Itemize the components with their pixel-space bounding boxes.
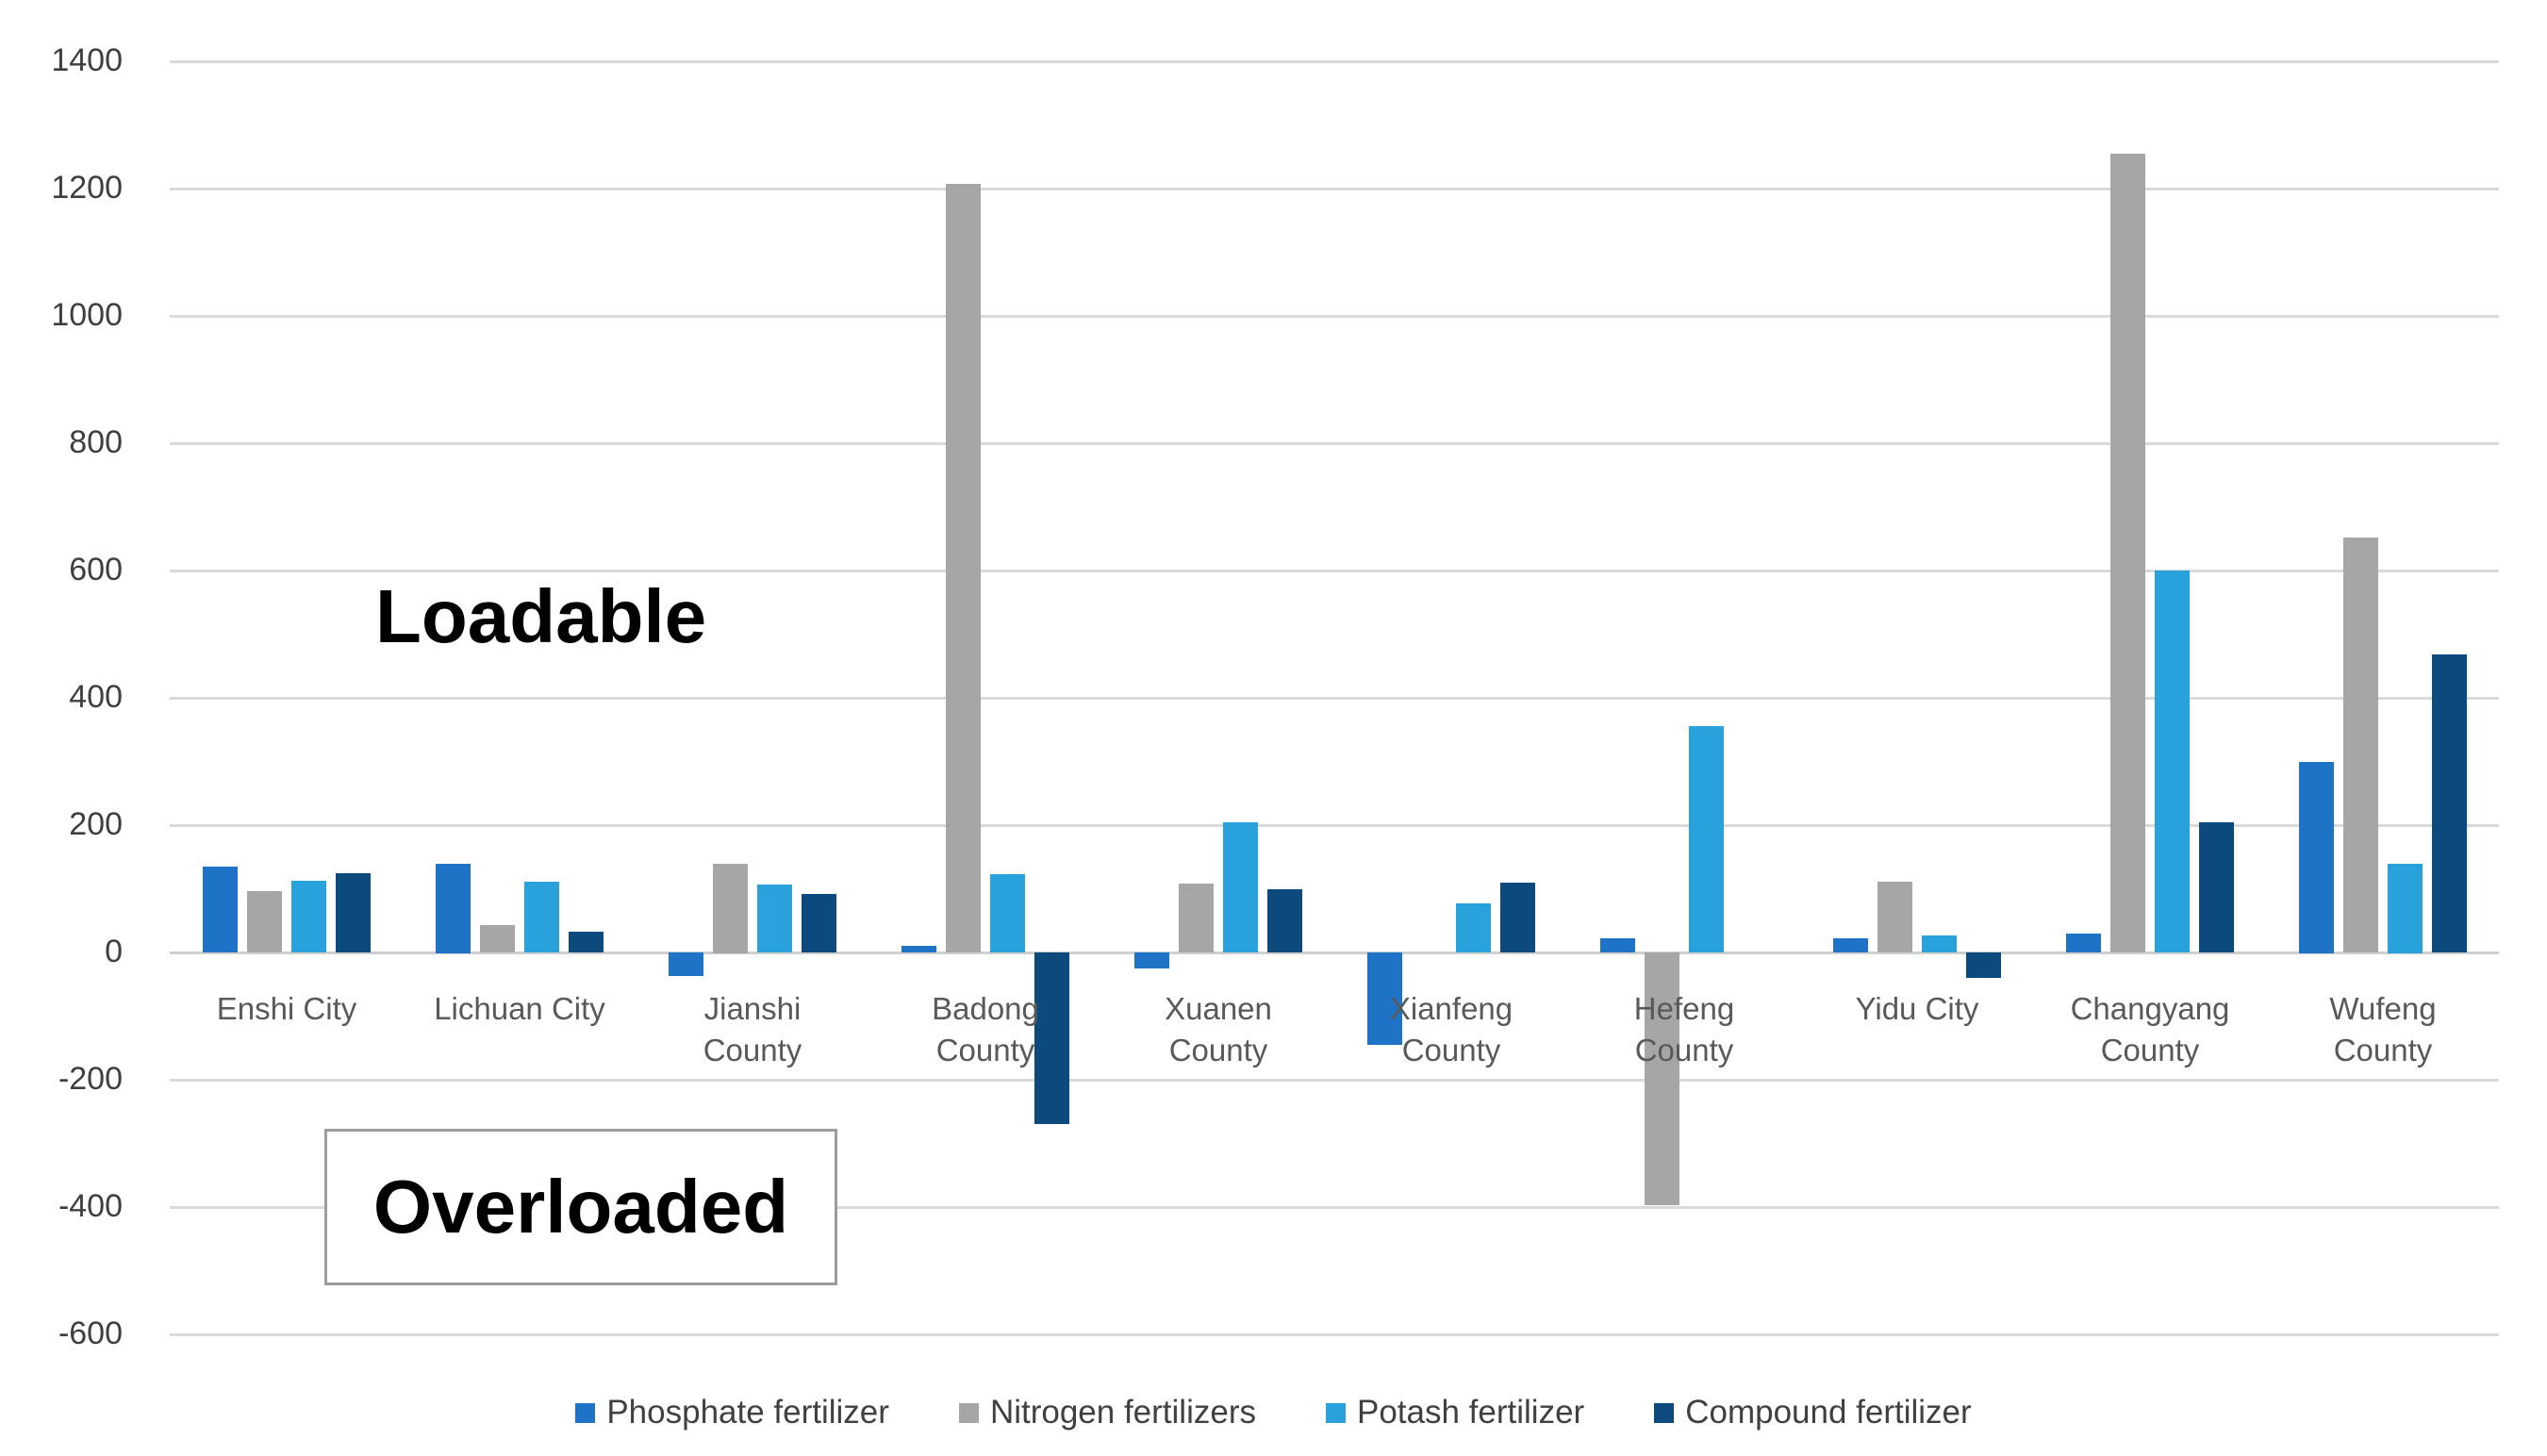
y-tick-label: -600 xyxy=(58,1315,123,1351)
annotation-overloaded-box: Overloaded xyxy=(324,1129,837,1285)
bar-phosphate-fertilizer xyxy=(2066,934,2101,952)
annotation-loadable: Loadable xyxy=(375,574,707,658)
bar-phosphate-fertilizer xyxy=(203,867,238,952)
bar-phosphate-fertilizer xyxy=(1833,938,1868,952)
bar-compound-fertilizer xyxy=(1034,952,1069,1124)
legend-swatch-icon xyxy=(1654,1402,1675,1423)
bar-compound-fertilizer xyxy=(336,873,371,952)
y-tick-label: 200 xyxy=(69,806,123,842)
gridline xyxy=(170,824,2499,827)
y-tick-label: 600 xyxy=(69,552,123,587)
bar-phosphate-fertilizer xyxy=(901,946,936,952)
bar-compound-fertilizer xyxy=(1966,952,2001,978)
y-tick-label: 1200 xyxy=(51,170,123,206)
gridline xyxy=(170,315,2499,318)
legend-label: Compound fertilizer xyxy=(1685,1394,1972,1431)
x-category-label: Badong County xyxy=(932,991,1039,1067)
gridline xyxy=(170,1206,2499,1209)
y-tick-label: 0 xyxy=(105,934,123,969)
bar-phosphate-fertilizer xyxy=(1600,938,1635,952)
legend-swatch-icon xyxy=(575,1402,596,1423)
legend-item: Nitrogen fertilizers xyxy=(958,1394,1256,1431)
bar-phosphate-fertilizer xyxy=(436,864,471,953)
bar-compound-fertilizer xyxy=(1500,883,1535,952)
legend-label: Potash fertilizer xyxy=(1356,1394,1585,1431)
bar-nitrogen-fertilizers xyxy=(713,864,748,953)
bar-compound-fertilizer xyxy=(2432,654,2467,952)
x-category-label: Xianfeng County xyxy=(1389,991,1513,1067)
bar-compound-fertilizer xyxy=(1267,889,1302,952)
bar-potash-fertilizer xyxy=(990,874,1025,952)
y-tick-label: 1000 xyxy=(51,297,123,333)
bar-compound-fertilizer xyxy=(2199,822,2234,952)
bar-potash-fertilizer xyxy=(524,882,559,952)
y-tick-label: -400 xyxy=(58,1188,123,1224)
bar-potash-fertilizer xyxy=(291,881,326,952)
bar-compound-fertilizer xyxy=(802,894,836,952)
gridline xyxy=(170,60,2499,63)
y-tick-label: 400 xyxy=(69,679,123,715)
x-category-label: Lichuan City xyxy=(434,991,605,1026)
bar-nitrogen-fertilizers xyxy=(1877,882,1912,952)
gridline xyxy=(170,442,2499,445)
x-category-label: Xuanen County xyxy=(1165,991,1272,1067)
gridline xyxy=(170,1079,2499,1082)
legend-swatch-icon xyxy=(1325,1402,1346,1423)
gridline xyxy=(170,1333,2499,1336)
legend-swatch-icon xyxy=(958,1402,979,1423)
y-tick-label: 800 xyxy=(69,424,123,460)
bar-nitrogen-fertilizers xyxy=(1645,952,1679,1205)
bar-nitrogen-fertilizers xyxy=(946,184,981,952)
bar-potash-fertilizer xyxy=(1223,822,1258,952)
legend-item: Phosphate fertilizer xyxy=(575,1394,889,1431)
legend-label: Phosphate fertilizer xyxy=(606,1394,889,1431)
bar-potash-fertilizer xyxy=(1922,935,1957,952)
x-category-label: Changyang County xyxy=(2070,991,2230,1067)
gridline xyxy=(170,570,2499,572)
bar-potash-fertilizer xyxy=(2388,864,2423,953)
x-category-label: Yidu City xyxy=(1855,991,1979,1026)
legend-item: Compound fertilizer xyxy=(1654,1394,1972,1431)
bar-potash-fertilizer xyxy=(1456,903,1491,952)
bar-compound-fertilizer xyxy=(569,932,604,952)
bar-potash-fertilizer xyxy=(2155,571,2190,952)
bar-nitrogen-fertilizers xyxy=(2343,538,2378,952)
gridline xyxy=(170,188,2499,190)
y-tick-label: -200 xyxy=(58,1061,123,1097)
x-axis-zero-line xyxy=(170,951,2499,954)
legend-label: Nitrogen fertilizers xyxy=(989,1394,1256,1431)
x-category-label: Enshi City xyxy=(216,991,357,1026)
bar-potash-fertilizer xyxy=(757,885,792,952)
bar-potash-fertilizer xyxy=(1689,726,1724,952)
chart-legend: Phosphate fertilizer Nitrogen fertilizers… xyxy=(0,1394,2547,1431)
bar-phosphate-fertilizer xyxy=(1134,952,1169,968)
bar-nitrogen-fertilizers xyxy=(1179,884,1214,952)
bar-nitrogen-fertilizers xyxy=(480,925,515,952)
x-category-label: Jianshi County xyxy=(703,991,802,1067)
bar-phosphate-fertilizer xyxy=(2299,762,2334,953)
x-category-label: Hefeng County xyxy=(1633,991,1735,1067)
x-category-label: Wufeng County xyxy=(2329,991,2437,1067)
bar-nitrogen-fertilizers xyxy=(2110,154,2145,952)
bar-nitrogen-fertilizers xyxy=(247,891,282,952)
gridline xyxy=(170,697,2499,700)
legend-item: Potash fertilizer xyxy=(1325,1394,1585,1431)
bar-phosphate-fertilizer xyxy=(669,952,703,976)
y-tick-label: 1400 xyxy=(51,42,123,78)
bar-phosphate-fertilizer xyxy=(1367,952,1402,1045)
